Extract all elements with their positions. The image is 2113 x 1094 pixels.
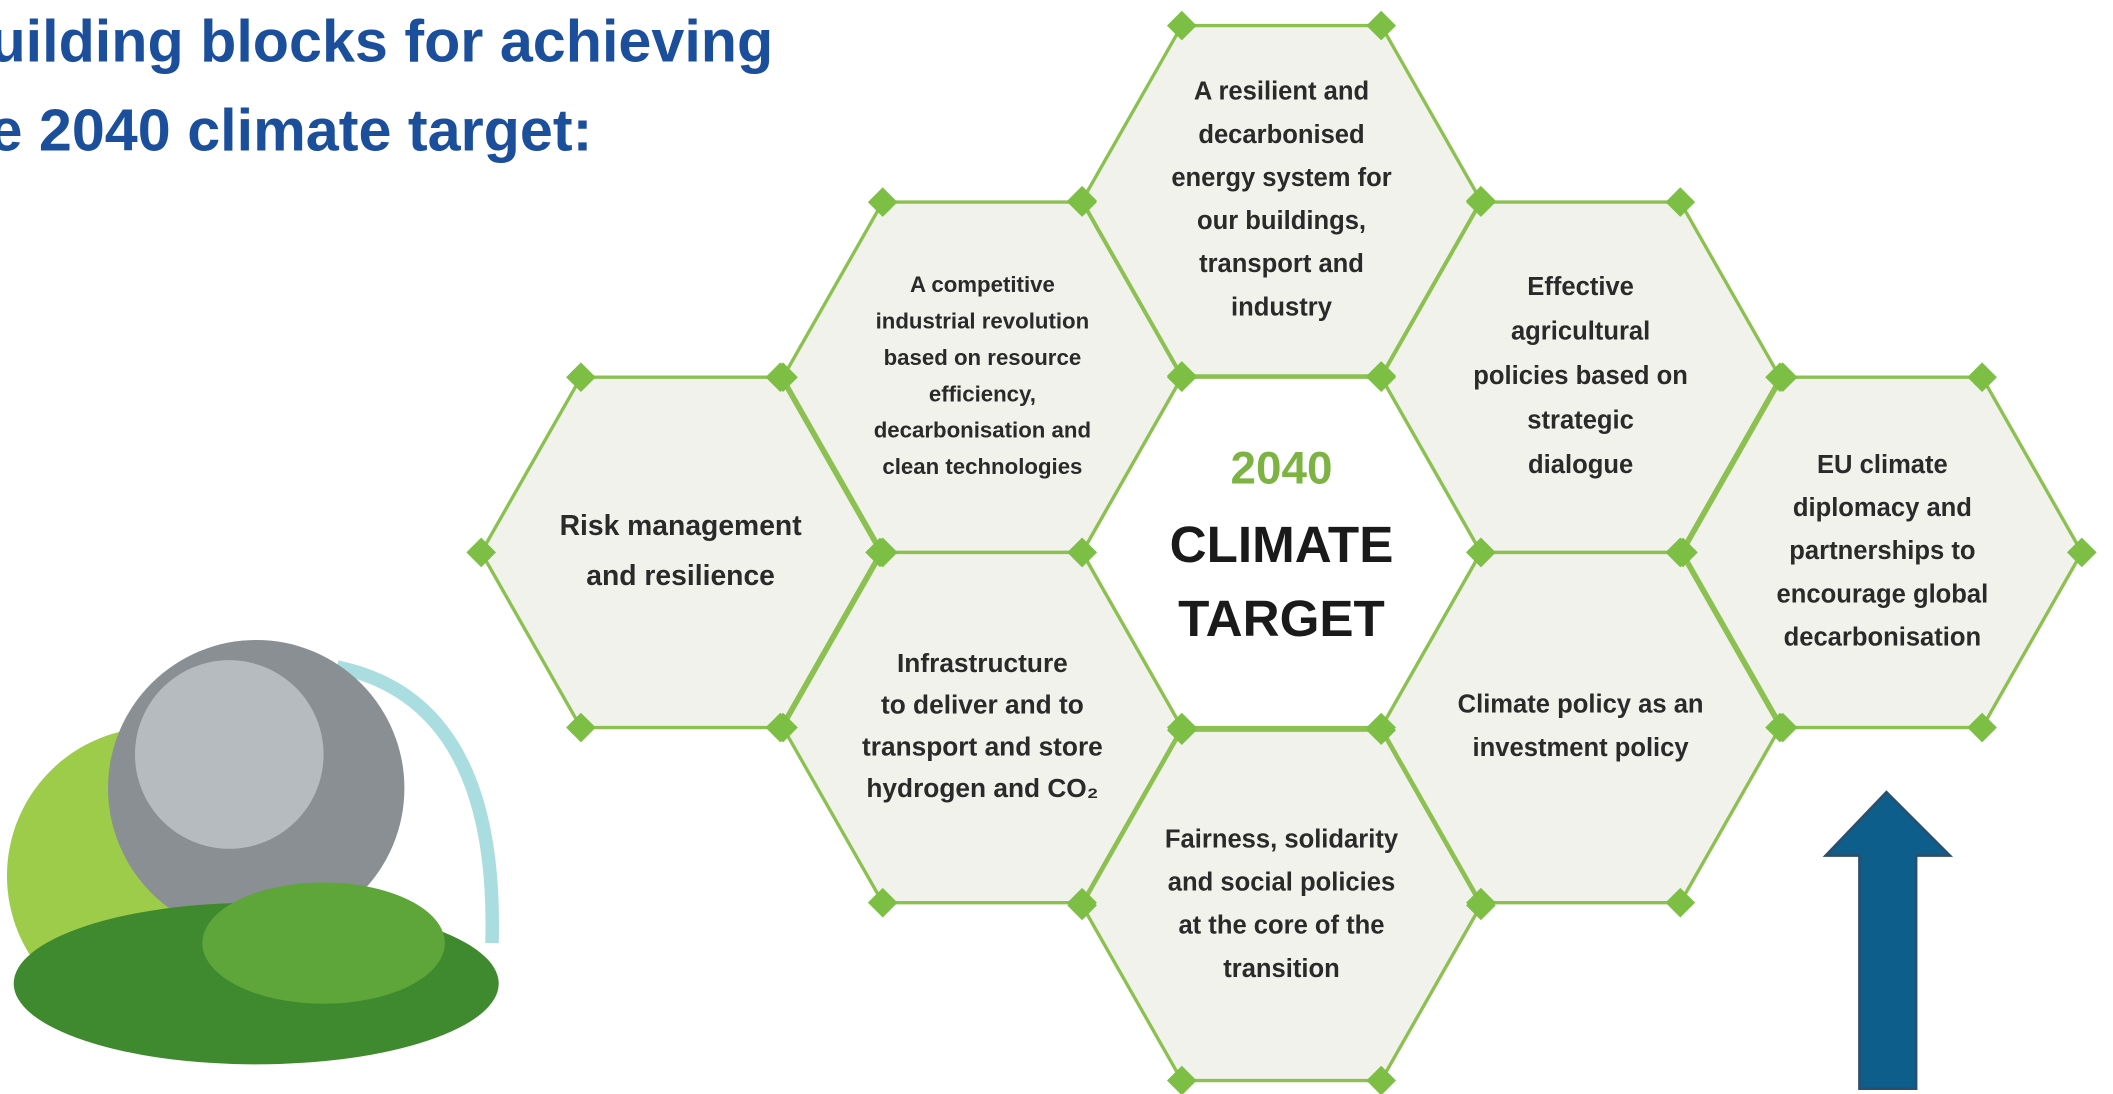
center-year: 2040 xyxy=(1231,443,1333,494)
trees xyxy=(202,882,445,1003)
hexagon-label: strategic xyxy=(1527,406,1634,434)
blue-arrow xyxy=(1826,792,1950,1088)
hexagon-label: decarbonised xyxy=(1198,121,1364,149)
hexagon-label: Effective xyxy=(1527,273,1634,301)
hexagon-label: transition xyxy=(1223,955,1340,983)
hexagon-label: diplomacy and xyxy=(1793,494,1972,522)
hexagon-label: policies based on xyxy=(1473,362,1688,390)
hexagon-label: EU climate xyxy=(1817,451,1948,479)
hexagon-label: industry xyxy=(1231,293,1333,321)
hexagon-label: at the core of the xyxy=(1178,912,1384,940)
hexagon-label: our buildings, xyxy=(1197,207,1366,235)
center-label: TARGET xyxy=(1178,590,1385,647)
hexagon-label: A resilient and xyxy=(1194,78,1369,106)
hexagon-label: Fairness, solidarity xyxy=(1165,825,1399,853)
globe-cloud xyxy=(135,660,324,849)
diagram: uilding blocks for achieving e 2040 clim… xyxy=(0,0,2113,1094)
globe-illustration xyxy=(7,640,499,1064)
title-line: uilding blocks for achieving xyxy=(0,7,773,74)
hexagon-label: industrial revolution xyxy=(876,309,1090,334)
hexagon-label: and social policies xyxy=(1168,869,1395,897)
hexagon-label: transport and store xyxy=(862,731,1103,761)
hexagon-label: A competitive xyxy=(910,272,1055,297)
hexagon-label: transport and xyxy=(1199,250,1364,278)
hexagon-label: clean technologies xyxy=(882,454,1082,479)
hexagon-label: hydrogen and CO₂ xyxy=(866,773,1098,803)
hexagon-label: decarbonisation xyxy=(1784,623,1982,651)
arrow xyxy=(1826,792,1950,1088)
hexagon-label: to deliver and to xyxy=(881,690,1084,720)
hexagon-label: based on resource xyxy=(884,345,1082,370)
hexagon-label: investment policy xyxy=(1473,734,1690,762)
hexagon-label: dialogue xyxy=(1528,451,1633,479)
hexagon-label: encourage global xyxy=(1776,580,1988,608)
page: uilding blocks for achieving e 2040 clim… xyxy=(0,0,2113,1094)
hexagon-label: energy system for xyxy=(1171,164,1391,192)
hexagon-label: efficiency, xyxy=(929,381,1036,406)
hexagon-label: and resilience xyxy=(586,559,775,591)
hexagon-label: Climate policy as an xyxy=(1458,691,1704,719)
title-line: e 2040 climate target: xyxy=(0,96,592,163)
hexagon-label: Risk management xyxy=(560,509,803,541)
hexagon-label: decarbonisation and xyxy=(874,418,1091,443)
title: uilding blocks for achieving e 2040 clim… xyxy=(0,7,773,163)
hexagon-label: agricultural xyxy=(1511,318,1650,346)
hexagon-grid: A resilient and decarbonised energy system… xyxy=(466,11,2096,1094)
hexagon-label: Infrastructure xyxy=(897,648,1068,678)
hexagon-label: partnerships to xyxy=(1789,537,1975,565)
center-label: CLIMATE xyxy=(1170,516,1394,573)
